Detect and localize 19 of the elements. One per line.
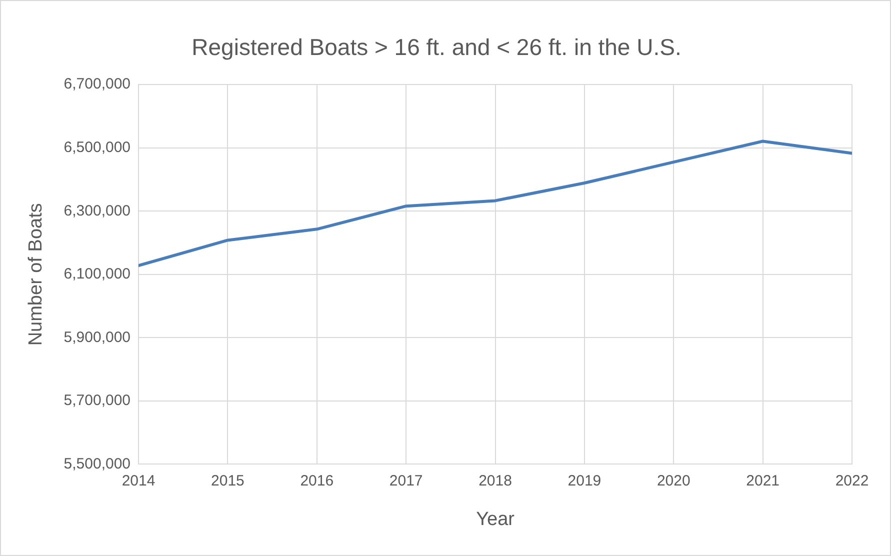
x-tick-label: 2018 [478, 472, 512, 490]
x-tick-label: 2014 [122, 472, 156, 490]
x-tick-label: 2022 [835, 472, 869, 490]
y-tick-label: 6,500,000 [64, 139, 131, 156]
x-tick-label: 2015 [211, 472, 244, 490]
y-tick-label: 5,500,000 [64, 455, 131, 472]
x-tick-label: 2020 [656, 472, 690, 490]
chart-title: Registered Boats > 16 ft. and < 26 ft. in the U.S. [192, 34, 682, 60]
y-tick-label: 5,900,000 [64, 328, 131, 346]
x-axis-title: Year [476, 508, 516, 530]
y-tick-label: 6,300,000 [64, 202, 131, 220]
x-tick-label: 2017 [389, 472, 423, 490]
x-tick-label: 2021 [746, 472, 780, 490]
y-tick-label: 5,700,000 [64, 392, 131, 410]
y-tick-label: 6,100,000 [64, 266, 131, 283]
x-tick-label: 2019 [568, 472, 602, 490]
y-axis-title: Number of Boats [26, 203, 47, 346]
y-tick-label: 6,700,000 [64, 76, 131, 93]
x-tick-label: 2016 [300, 472, 334, 490]
